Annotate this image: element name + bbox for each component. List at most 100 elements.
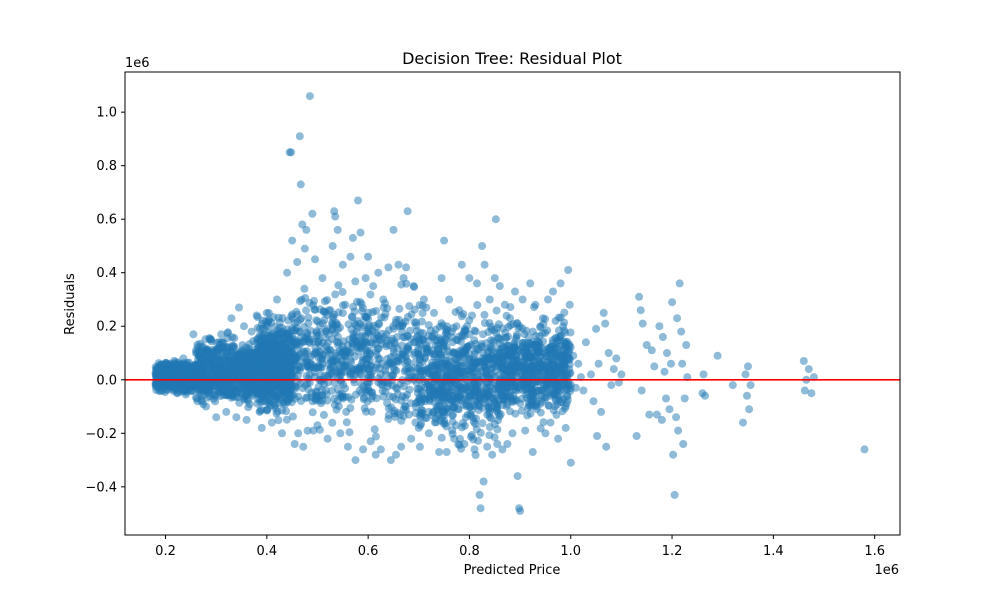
residual-point — [431, 391, 439, 399]
residual-point — [401, 393, 410, 402]
residual-point — [544, 295, 552, 304]
residual-point — [523, 411, 532, 420]
residual-point — [211, 397, 220, 406]
residual-point — [551, 316, 560, 325]
residual-point — [589, 397, 598, 406]
residual-point — [415, 356, 424, 365]
residual-point — [478, 403, 487, 412]
residual-point — [303, 393, 312, 402]
residual-point — [359, 395, 368, 404]
residual-point — [680, 394, 689, 403]
residual-point — [437, 353, 446, 362]
residual-point — [561, 423, 570, 432]
residual-point — [479, 477, 488, 486]
residual-point — [439, 408, 448, 417]
residual-point — [457, 260, 466, 269]
residual-point — [338, 309, 347, 318]
residual-point — [474, 436, 482, 445]
residual-point — [617, 370, 626, 379]
residual-point — [515, 322, 524, 331]
residual-point — [223, 334, 232, 343]
residual-point — [323, 310, 331, 319]
residual-point — [401, 365, 410, 374]
residual-point — [440, 416, 449, 425]
residual-point — [358, 304, 367, 312]
residual-point — [488, 450, 497, 459]
residual-point — [282, 415, 291, 424]
residual-point — [366, 370, 375, 379]
x-tick-label: 1.6 — [864, 544, 885, 559]
residual-point — [384, 415, 393, 423]
residual-point — [278, 360, 287, 369]
residual-point — [660, 367, 669, 376]
residual-point — [538, 314, 547, 323]
residual-point — [179, 354, 188, 363]
y-tick-label: 0.2 — [96, 320, 117, 335]
residual-point — [341, 300, 350, 309]
residual-point — [332, 367, 341, 376]
residual-point — [560, 404, 569, 413]
residual-point — [305, 92, 314, 101]
residual-point — [446, 382, 455, 391]
residual-point — [518, 295, 527, 304]
residual-point — [419, 295, 428, 304]
residual-point — [302, 225, 311, 234]
residual-point — [430, 383, 439, 392]
residual-point — [516, 506, 525, 515]
residual-point — [467, 355, 476, 364]
residual-point — [334, 281, 343, 290]
residual-point — [255, 338, 264, 347]
residual-point — [594, 359, 603, 368]
residual-point — [496, 358, 505, 367]
residual-point — [370, 425, 379, 434]
x-tick-label: 1.4 — [763, 544, 784, 559]
residual-point — [348, 233, 357, 242]
residual-point — [246, 350, 255, 358]
residual-point — [448, 333, 457, 342]
residual-point — [403, 332, 412, 341]
residual-point — [241, 383, 250, 392]
residual-point — [435, 448, 444, 456]
residual-point — [317, 328, 325, 337]
residual-point — [542, 382, 551, 391]
residual-point — [397, 350, 406, 359]
residual-point — [343, 347, 352, 356]
residual-point — [485, 295, 494, 304]
y-axis-ticks: −0.4 −0.2 0.0 0.2 0.4 0.6 0.8 1.0 — [85, 106, 125, 495]
residual-point — [207, 335, 216, 344]
residual-point — [169, 383, 178, 392]
residual-point — [524, 401, 533, 410]
residual-point — [359, 445, 368, 454]
residual-point — [225, 387, 234, 396]
residual-point — [536, 322, 545, 331]
residual-point — [351, 456, 360, 465]
residual-point — [287, 148, 296, 157]
residual-point — [351, 277, 360, 286]
residual-point — [682, 341, 691, 349]
residual-point — [469, 364, 478, 373]
residual-point — [485, 413, 494, 422]
residual-point — [328, 324, 337, 333]
residual-point — [799, 357, 808, 365]
residual-point — [347, 312, 356, 321]
residual-point — [447, 363, 456, 372]
y-tick-label: 1.0 — [96, 106, 117, 121]
residual-point — [403, 207, 412, 216]
residual-point — [238, 390, 246, 399]
y-axis-offset-text: 1e6 — [125, 56, 150, 71]
residual-point — [400, 401, 409, 410]
residual-point — [277, 345, 286, 354]
residual-point — [468, 311, 476, 320]
y-tick-label: 0.0 — [96, 373, 117, 388]
residual-point — [655, 322, 664, 331]
residual-point — [497, 387, 506, 396]
residual-point — [517, 406, 526, 415]
residual-point — [417, 366, 426, 375]
residual-point — [409, 282, 418, 291]
residual-point — [800, 386, 809, 395]
x-tick-label: 0.6 — [358, 544, 379, 559]
residual-point — [338, 260, 347, 269]
residual-point — [379, 295, 388, 304]
residual-point — [430, 308, 438, 317]
